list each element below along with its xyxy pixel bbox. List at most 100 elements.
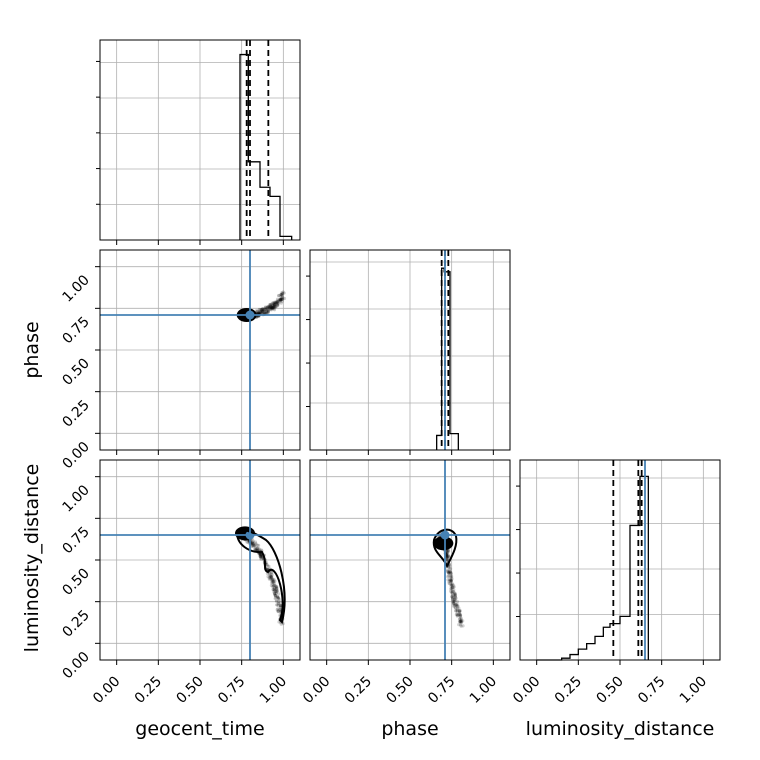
sample-point [449,579,454,583]
sample-point [278,605,282,609]
density-core [433,536,454,551]
sample-point [451,599,455,604]
sample-point [453,591,457,595]
sample-point [459,621,463,625]
sample-point [270,575,274,579]
sample-point [458,609,462,613]
sample-point [273,597,277,601]
sample-point [449,579,453,584]
sample-point [445,554,449,558]
sample-point [252,547,257,551]
sample-point [454,603,458,607]
sample-point [276,604,281,608]
sample-point [276,299,281,303]
sample-point [448,579,452,583]
sample-point [449,582,453,587]
sample-point [275,594,279,599]
sample-point [261,309,265,314]
x-tick-label: 0.50 [383,674,416,707]
sample-point [280,297,284,301]
sample-point [250,542,254,547]
sample-point [279,297,283,301]
sample-point [273,582,277,586]
sample-point [270,305,275,310]
sample-point [256,311,260,315]
sample-point [259,555,263,559]
sample-point [272,308,277,312]
sample-point [251,542,255,546]
sample-point [266,308,270,312]
sample-point [271,579,275,584]
x-tick-label: 1.00 [467,674,500,707]
sample-point [272,586,276,590]
x-tick-label: 0.75 [635,674,668,707]
sample-point [271,577,275,581]
sample-point [276,596,280,600]
sample-point [274,589,278,593]
sample-point [262,309,266,314]
sample-point [446,571,450,575]
sample-point [451,596,455,600]
sample-point [269,303,273,307]
sample-point [262,309,266,313]
sample-point [261,307,265,311]
sample-point [281,295,285,300]
sample-point [257,547,261,551]
sample-point [451,595,455,599]
sample-point [274,587,278,591]
sample-point [275,301,279,305]
sample-point [271,585,275,589]
sample-point [458,614,462,618]
sample-point [458,623,463,627]
sample-point [270,573,274,577]
sample-point [278,607,282,611]
sample-point [268,573,272,577]
sample-point [272,303,277,307]
sample-point [276,303,280,307]
sample-point [274,300,278,304]
sample-point [252,544,257,548]
sample-point [271,587,275,592]
sample-point [265,306,269,310]
sample-point [457,612,461,616]
x-tick-label: 0.00 [90,674,123,707]
sample-point [269,575,273,579]
sample-point [457,612,461,616]
sample-point [275,589,280,593]
sample-point [459,617,463,622]
sample-point [269,305,273,309]
sample-point [445,551,449,555]
sample-point [264,309,268,314]
sample-point [271,302,276,306]
sample-point [282,291,286,295]
sample-point [281,292,285,296]
sample-point [274,589,278,594]
sample-point [276,595,280,599]
sample-point [246,540,250,545]
panel-luminosity_distance-hist-frame [519,459,721,661]
y-tick-label: 0.75 [59,314,92,347]
y-tick-label: 0.00 [59,649,92,682]
sample-point [269,583,274,588]
sample-point [449,578,453,582]
sample-point [448,577,452,581]
sample-point [259,308,263,312]
sample-point [261,307,265,312]
sample-point [271,580,275,585]
sample-point [275,603,279,607]
sample-point [457,617,462,621]
sample-point [457,610,462,614]
sample-point [264,311,268,315]
xlabel-geocent_time: geocent_time [135,718,264,740]
sample-point [281,297,285,301]
sample-point [452,593,456,597]
sample-point [447,567,452,571]
panel-luminosity_distance-vs-phase: 0.00 0.25 0.50 0.75 1.00 [300,459,511,707]
sample-point [275,603,279,607]
density-contour [235,529,286,624]
sample-point [259,308,263,312]
sample-point [272,583,277,587]
sample-point [447,580,451,584]
sample-point [279,604,283,608]
sample-point [455,610,460,614]
